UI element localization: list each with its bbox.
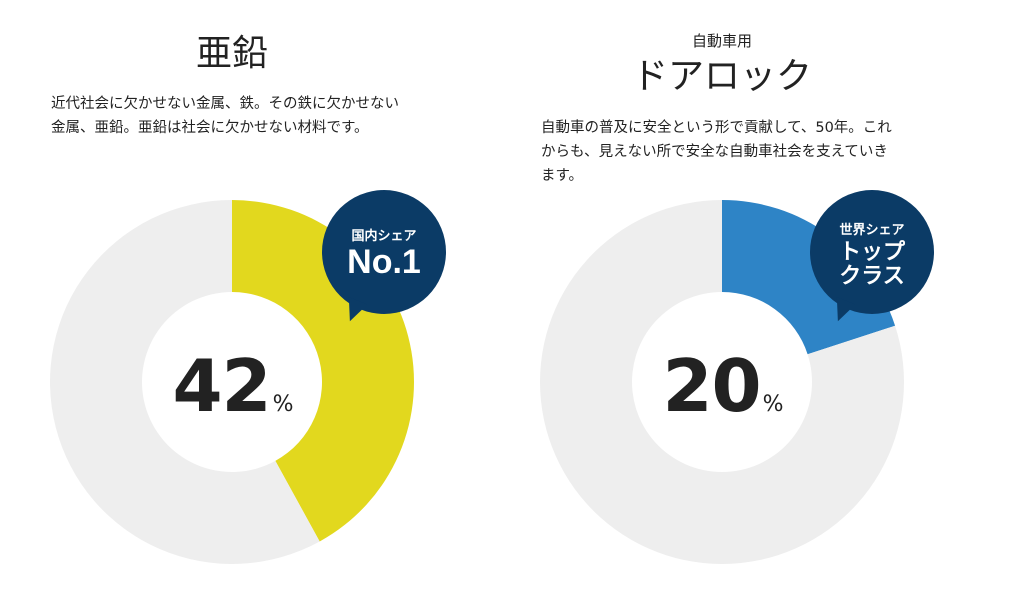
zinc-percent-value: 42: [172, 344, 271, 428]
doorlock-percent: 20%: [633, 350, 813, 422]
zinc-remainder-slice: [50, 200, 320, 564]
doorlock-badge-rank-line2: クラス: [839, 263, 905, 288]
doorlock-percent-value: 20: [662, 344, 761, 428]
doorlock-description: 自動車の普及に安全という形で貢献して、50年。これからも、見えない所で安全な自動…: [541, 120, 892, 184]
zinc-percent-unit: %: [272, 392, 294, 417]
doorlock-remainder-slice: [540, 200, 904, 564]
doorlock-subtitle: 自動車用: [691, 32, 752, 50]
zinc-description: 近代社会に欠かせない金属、鉄。その鉄に欠かせない金属、亜鉛。亜鉛は社会に欠かせな…: [51, 96, 399, 136]
zinc-share-badge: 国内シェア No.1: [322, 190, 446, 325]
doorlock-share-badge: 世界シェア トップ クラス: [810, 190, 934, 325]
doorlock-badge-rank-line1: トップ: [838, 239, 905, 264]
doorlock-badge-label: 世界シェア: [839, 222, 905, 237]
zinc-badge-label: 国内シェア: [351, 228, 417, 243]
zinc-badge-rank: No.1: [347, 243, 421, 281]
doorlock-panel: 自動車用 ドアロック 自動車の普及に安全という形で貢献して、50年。これからも、…: [530, 0, 950, 603]
doorlock-donut-chart: [540, 200, 904, 564]
doorlock-title: ドアロック: [631, 56, 812, 97]
doorlock-share-slice: [722, 200, 896, 355]
doorlock-percent-unit: %: [762, 392, 784, 417]
zinc-title: 亜鉛: [195, 33, 268, 74]
zinc-panel: 亜鉛 近代社会に欠かせない金属、鉄。その鉄に欠かせない金属、亜鉛。亜鉛は社会に欠…: [40, 0, 460, 603]
zinc-percent: 42%: [143, 350, 323, 422]
